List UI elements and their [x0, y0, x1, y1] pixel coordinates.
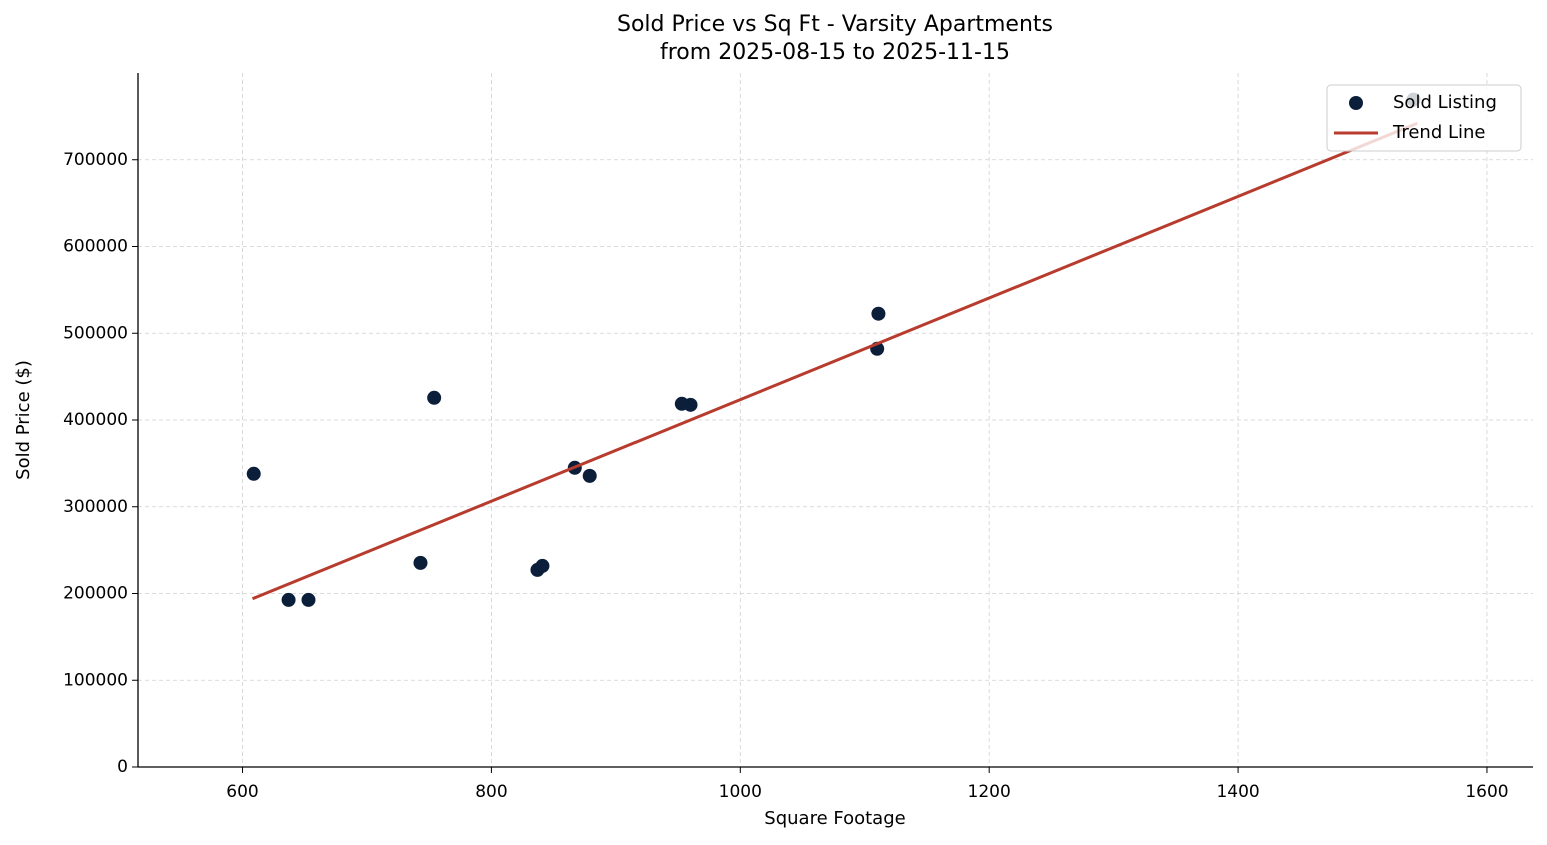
- point: [683, 397, 698, 412]
- y-tick-label: 300000: [63, 497, 128, 517]
- point: [582, 468, 597, 483]
- y-tick-label: 700000: [63, 150, 128, 170]
- trend-line: [251, 121, 1418, 601]
- y-tick-label: 0: [117, 757, 128, 777]
- x-tick-label: 1000: [719, 782, 762, 802]
- y-tick-label: 400000: [63, 410, 128, 430]
- legend-marker: [1349, 96, 1363, 110]
- chart-subtitle: from 2025-08-15 to 2025-11-15: [660, 40, 1010, 65]
- point: [427, 390, 442, 405]
- point: [871, 306, 886, 321]
- x-tick-label: 600: [226, 782, 258, 802]
- legend-label: Trend Line: [1392, 122, 1486, 143]
- point: [535, 558, 550, 573]
- point: [301, 592, 316, 607]
- x-tick-label: 1200: [968, 782, 1011, 802]
- y-axis-label: Sold Price ($): [13, 360, 34, 480]
- point: [281, 592, 296, 607]
- x-tick-label: 1600: [1465, 782, 1508, 802]
- y-tick-label: 500000: [63, 323, 128, 343]
- x-axis-label: Square Footage: [764, 808, 905, 829]
- y-tick-label: 100000: [63, 670, 128, 690]
- point: [413, 555, 428, 570]
- y-tick-label: 600000: [63, 237, 128, 257]
- x-tick-label: 1400: [1216, 782, 1259, 802]
- y-tick-label: 200000: [63, 584, 128, 604]
- chart-title: Sold Price vs Sq Ft - Varsity Apartments: [617, 12, 1053, 37]
- point: [246, 466, 261, 481]
- legend-label: Sold Listing: [1393, 92, 1497, 113]
- x-tick-label: 800: [475, 782, 507, 802]
